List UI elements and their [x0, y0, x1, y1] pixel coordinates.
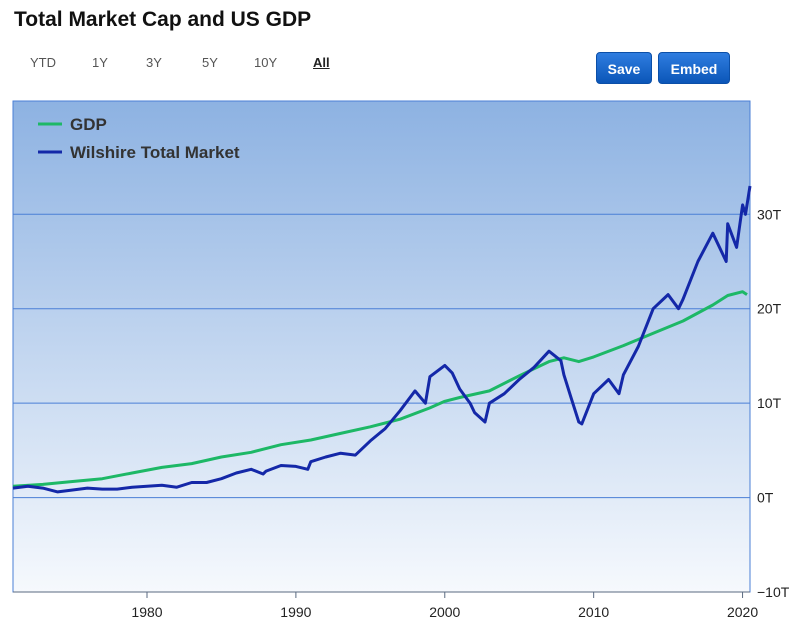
y-tick-label: 0T	[757, 490, 774, 506]
x-tick-label: 1980	[131, 604, 162, 620]
range-all-button[interactable]: All	[313, 55, 330, 70]
y-tick-label: 10T	[757, 395, 782, 411]
x-tick-label: 2020	[727, 604, 758, 620]
plot-background	[12, 100, 751, 593]
gdp-series-line	[12, 290, 748, 488]
gdp-legend-label[interactable]: GDP	[70, 115, 107, 134]
y-tick-label: 20T	[757, 301, 782, 317]
x-tick-label: 2010	[578, 604, 609, 620]
range-ytd-button[interactable]: YTD	[30, 55, 56, 70]
embed-button[interactable]: Embed	[658, 52, 730, 84]
y-tick-label: 30T	[757, 206, 782, 222]
save-button[interactable]: Save	[596, 52, 652, 84]
range-1y-button[interactable]: 1Y	[92, 55, 108, 70]
market-legend-label[interactable]: Wilshire Total Market	[70, 143, 240, 162]
range-10y-button[interactable]: 10Y	[254, 55, 278, 70]
range-5y-button[interactable]: 5Y	[202, 55, 218, 70]
x-tick-label: 2000	[429, 604, 460, 620]
page-title: Total Market Cap and US GDP	[14, 8, 312, 31]
x-tick-label: 1990	[280, 604, 311, 620]
market-series-line	[12, 185, 752, 494]
range-3y-button[interactable]: 3Y	[146, 55, 162, 70]
y-tick-label: −10T	[757, 584, 790, 600]
